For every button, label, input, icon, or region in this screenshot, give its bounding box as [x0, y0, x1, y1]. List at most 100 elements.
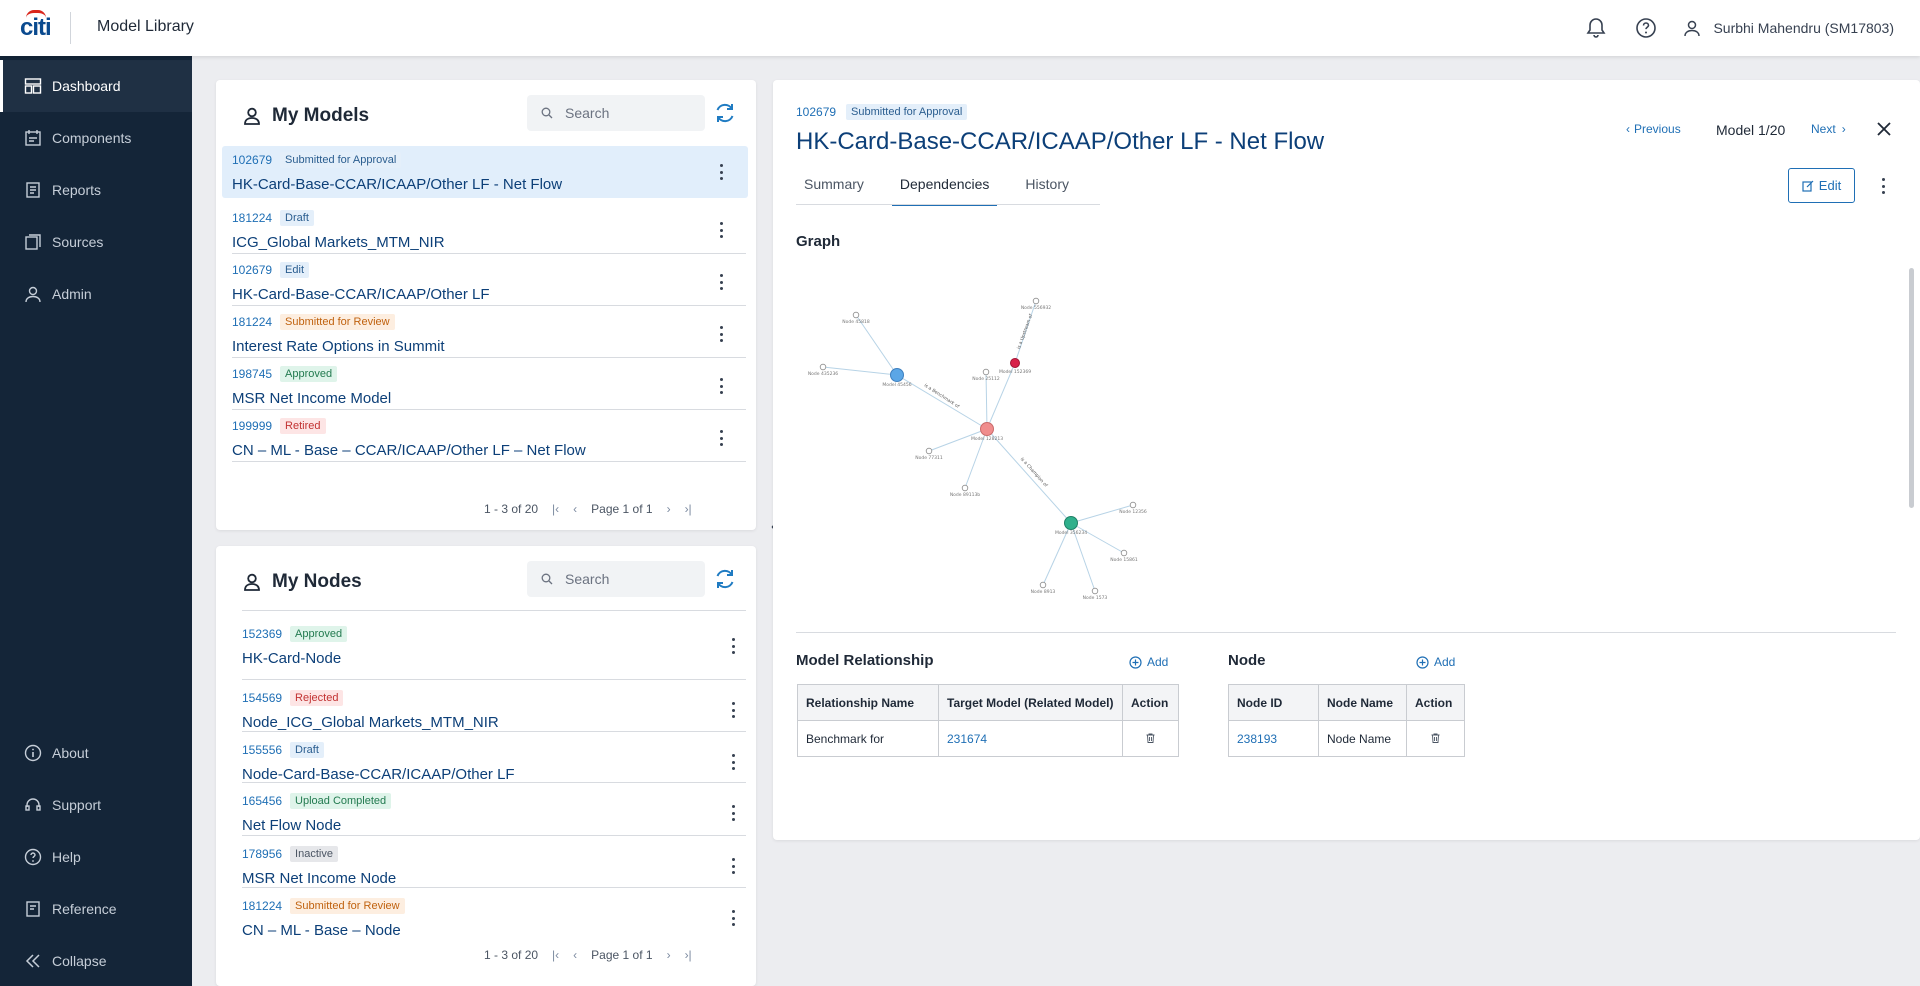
my-models-title: My Models	[242, 105, 369, 127]
next-page-icon[interactable]: ›	[666, 948, 671, 962]
edit-button[interactable]: Edit	[1788, 168, 1855, 203]
model-list-item[interactable]: 198745 Approved MSR Net Income Model	[222, 360, 748, 412]
tab-history[interactable]: History	[1025, 176, 1069, 192]
more-options-icon[interactable]	[718, 378, 724, 394]
nodes-pager: 1 - 3 of 20 |‹ ‹ Page 1 of 1 › ›|	[484, 948, 692, 962]
node-name: MSR Net Income Node	[242, 870, 397, 887]
nodes-search-input[interactable]	[565, 571, 685, 587]
sidebar-item-admin[interactable]: Admin	[0, 268, 192, 320]
graph-node-model[interactable]	[1010, 358, 1020, 368]
last-page-icon[interactable]: ›|	[684, 948, 692, 962]
model-id: 181224	[232, 315, 273, 329]
sources-icon	[25, 234, 41, 250]
node-name: Net Flow Node	[242, 817, 342, 834]
node-list-item[interactable]: 154569 Rejected Node_ICG_Global Markets_M…	[232, 684, 746, 736]
pager-page: Page 1 of 1	[591, 948, 653, 962]
graph-node-model[interactable]	[890, 368, 904, 382]
previous-button[interactable]: ‹ Previous	[1626, 122, 1681, 136]
column-header: Node Name	[1318, 684, 1407, 721]
model-list-item[interactable]: 199999 Retired CN – ML - Base – CCAR/ICAA…	[222, 412, 748, 464]
prev-page-icon[interactable]: ‹	[573, 502, 578, 516]
more-options-icon[interactable]	[718, 326, 724, 342]
node-name: HK-Card-Node	[242, 650, 342, 667]
delete-icon[interactable]	[1122, 720, 1179, 757]
models-refresh-icon[interactable]	[712, 100, 738, 126]
sidebar-item-label: Sources	[52, 234, 104, 250]
sidebar-item-sources[interactable]: Sources	[0, 216, 192, 268]
next-page-icon[interactable]: ›	[666, 502, 671, 516]
sidebar-item-collapse[interactable]: Collapse	[0, 935, 192, 986]
pager-range: 1 - 3 of 20	[484, 502, 539, 516]
help-icon	[24, 848, 42, 866]
detail-title: HK-Card-Base-CCAR/ICAAP/Other LF - Net F…	[796, 128, 1325, 155]
bell-icon[interactable]	[1583, 15, 1609, 41]
nodes-refresh-icon[interactable]	[712, 566, 738, 592]
my-nodes-title: My Nodes	[242, 571, 362, 593]
sidebar-item-label: Reference	[52, 901, 117, 917]
last-page-icon[interactable]: ›|	[684, 502, 692, 516]
sidebar-item-support[interactable]: Support	[0, 779, 192, 831]
sidebar-item-components[interactable]: Components	[0, 112, 192, 164]
dependency-graph[interactable]: is a Benchmark of is a Upstream of is a …	[796, 280, 1166, 615]
more-options-icon[interactable]	[1880, 178, 1886, 194]
prev-page-icon[interactable]: ‹	[573, 948, 578, 962]
sidebar-item-help[interactable]: Help	[0, 831, 192, 883]
tab-summary[interactable]: Summary	[804, 176, 864, 192]
models-search-input[interactable]	[565, 105, 685, 121]
more-options-icon[interactable]	[730, 858, 736, 874]
logo-divider	[70, 12, 71, 44]
model-list-item[interactable]: 102679 Submitted for Approval HK-Card-Bas…	[222, 146, 748, 198]
node-list-item[interactable]: 155556 Draft Node-Card-Base-CCAR/ICAAP/Ot…	[232, 736, 746, 788]
node-id: 154569	[242, 691, 283, 705]
edit-icon	[1802, 180, 1814, 192]
node-list-item[interactable]: 165456 Upload Completed Net Flow Node	[232, 787, 746, 839]
sidebar-item-dashboard[interactable]: Dashboard	[0, 60, 192, 112]
node-list-item[interactable]: 152369 Approved HK-Card-Node	[232, 620, 746, 672]
add-circle-icon	[1416, 655, 1429, 669]
user-menu[interactable]: Surbhi Mahendru (SM17803)	[1683, 19, 1894, 37]
model-name: CN – ML - Base – CCAR/ICAAP/Other LF – N…	[232, 442, 586, 459]
sidebar-item-reference[interactable]: Reference	[0, 883, 192, 935]
delete-icon[interactable]	[1406, 720, 1465, 757]
help-icon[interactable]	[1633, 15, 1659, 41]
graph-node-selected-model[interactable]	[980, 422, 994, 436]
more-options-icon[interactable]	[730, 805, 736, 821]
nodes-search[interactable]	[527, 561, 705, 597]
citi-logo[interactable]: citi	[20, 10, 52, 42]
chevron-right-icon: ›	[1841, 122, 1846, 136]
edge-label: is a Champion of	[1019, 456, 1049, 488]
sidebar-item-reports[interactable]: Reports	[0, 164, 192, 216]
graph-node-model[interactable]	[1064, 516, 1078, 530]
node-list-item[interactable]: 178956 Inactive MSR Net Income Node	[232, 840, 746, 892]
more-options-icon[interactable]	[730, 702, 736, 718]
tab-dependencies[interactable]: Dependencies	[891, 170, 998, 206]
sidebar-item-about[interactable]: About	[0, 727, 192, 779]
model-list-item[interactable]: 181224 Draft ICG_Global Markets_MTM_NIR	[222, 204, 748, 256]
first-page-icon[interactable]: |‹	[552, 948, 560, 962]
close-icon[interactable]	[1876, 121, 1892, 142]
target-model-link[interactable]: 231674	[938, 720, 1123, 757]
more-options-icon[interactable]	[718, 164, 724, 180]
more-options-icon[interactable]	[730, 754, 736, 770]
more-options-icon[interactable]	[730, 638, 736, 654]
add-node-button[interactable]: Add	[1416, 655, 1455, 669]
relationship-table: Relationship Name Target Model (Related …	[797, 684, 1179, 757]
node-list-item[interactable]: 181224 Submitted for Review CN – ML - Bas…	[232, 892, 746, 944]
status-badge: Draft	[280, 210, 314, 226]
more-options-icon[interactable]	[718, 430, 724, 446]
app-title: Model Library	[97, 18, 194, 35]
edge-label: is a Benchmark of	[923, 383, 961, 410]
detail-scrollbar[interactable]	[1909, 268, 1914, 508]
add-relationship-button[interactable]: Add	[1129, 655, 1168, 669]
model-list-item[interactable]: 102679 Edit HK-Card-Base-CCAR/ICAAP/Other…	[222, 256, 748, 308]
more-options-icon[interactable]	[718, 222, 724, 238]
more-options-icon[interactable]	[718, 274, 724, 290]
node-id-link[interactable]: 238193	[1228, 720, 1319, 757]
more-options-icon[interactable]	[730, 910, 736, 926]
detail-model-id: 102679	[796, 105, 837, 119]
models-search[interactable]	[527, 95, 705, 131]
graph-node-label: Node 556932	[1021, 305, 1051, 311]
next-button[interactable]: Next ›	[1811, 122, 1846, 136]
model-list-item[interactable]: 181224 Submitted for Review Interest Rate…	[222, 308, 748, 360]
first-page-icon[interactable]: |‹	[552, 502, 560, 516]
